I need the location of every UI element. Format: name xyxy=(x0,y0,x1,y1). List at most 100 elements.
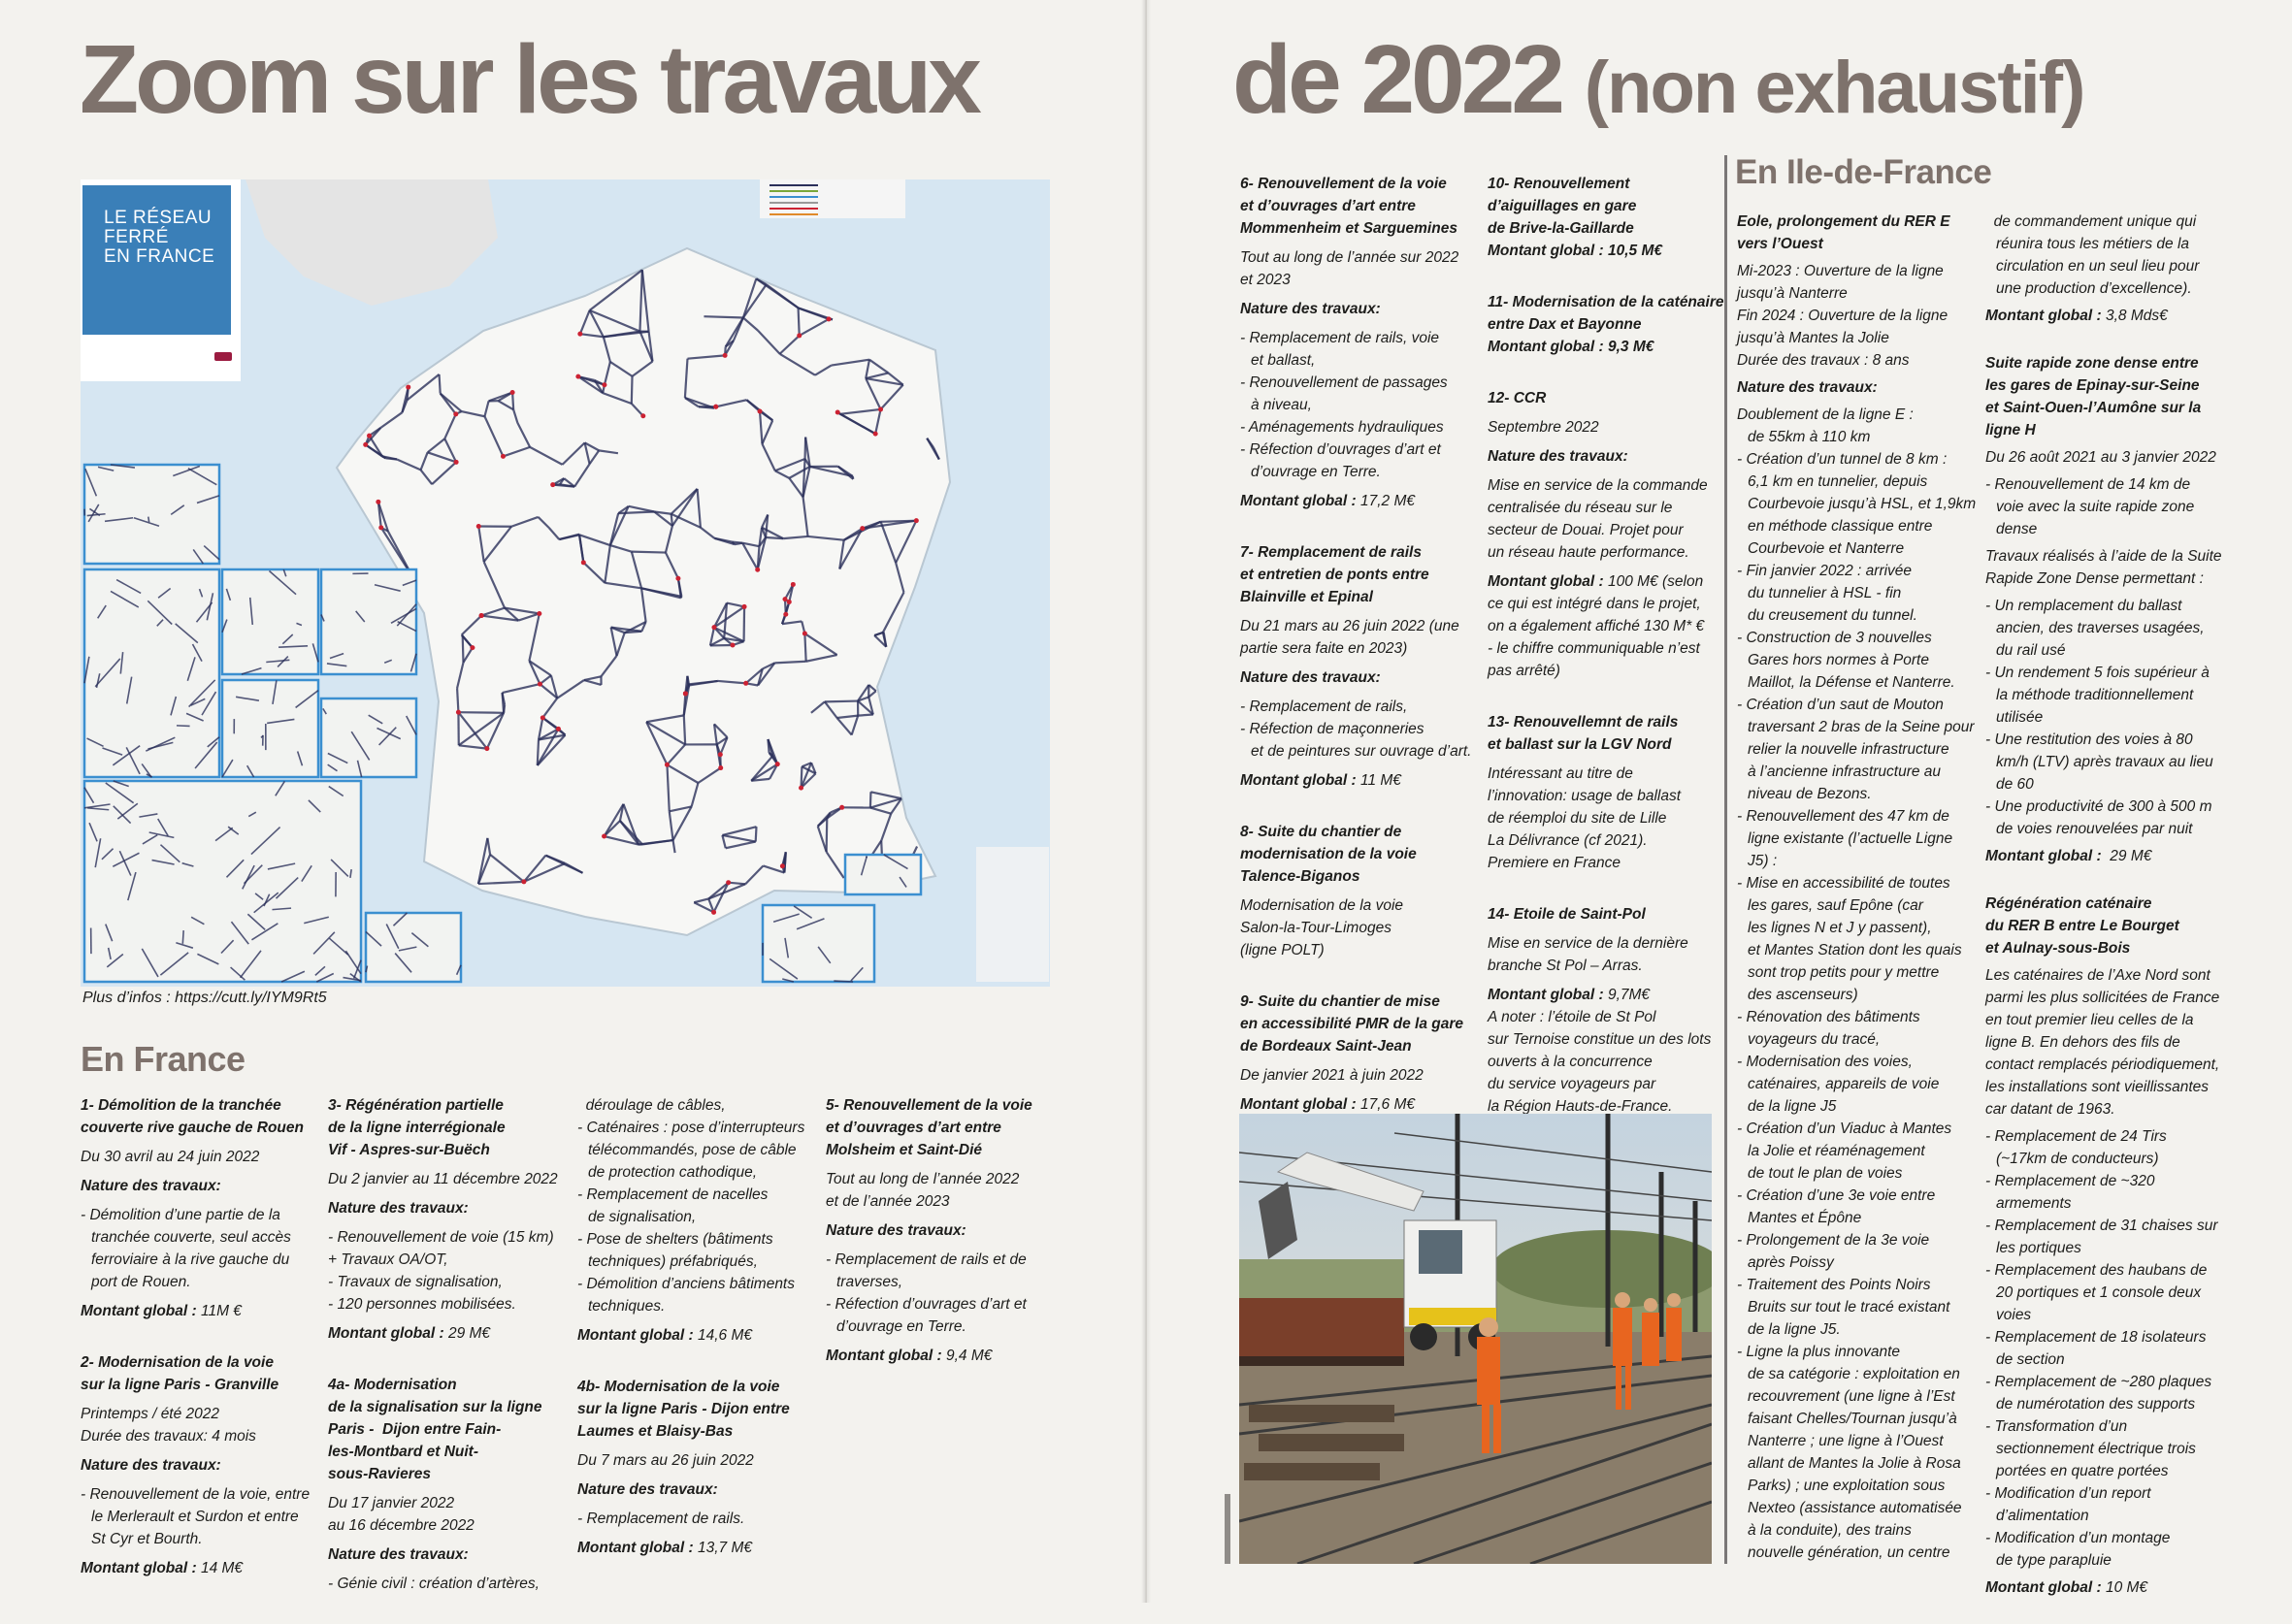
budget: Montant global : 9,4 M€ xyxy=(826,1345,1068,1367)
map-station-dot xyxy=(456,710,461,715)
map-rail-line xyxy=(704,316,742,317)
map-station-dot xyxy=(479,613,484,618)
works-nature-label: Nature des travaux: xyxy=(328,1197,571,1219)
list-item: - Réfection d’ouvrages d’art et d’ouvrag… xyxy=(1240,438,1483,483)
project-title: 4b- Modernisation de la voie sur la lign… xyxy=(577,1376,820,1443)
column-separator xyxy=(1724,155,1727,1564)
map-station-dot xyxy=(367,434,372,438)
map-rail-line xyxy=(799,308,800,336)
text-column: déroulage de câbles,- Caténaires : pose … xyxy=(577,1094,820,1588)
list-item: - Réfection de maçonneries et de peintur… xyxy=(1240,718,1483,763)
project-title: 10- Renouvellement d’aiguillages en gare… xyxy=(1488,173,1730,262)
budget: Montant global : 17,6 M€ xyxy=(1240,1093,1483,1116)
list-item: - Démolition d’une partie de la tranchée… xyxy=(81,1204,323,1293)
map-station-dot xyxy=(510,390,515,395)
budget-label: Montant global : xyxy=(826,1348,942,1364)
budget-label: Montant global : xyxy=(81,1560,197,1576)
list-item: - Transformation d’un sectionnement élec… xyxy=(1985,1415,2228,1482)
photo-edge-bar xyxy=(1225,1494,1230,1564)
project-text: Printemps / été 2022 Durée des travaux: … xyxy=(81,1403,323,1447)
list-item: - Modification d’un montage de type para… xyxy=(1985,1527,2228,1572)
map-rail-line xyxy=(632,376,633,404)
map-rail-line xyxy=(440,374,441,394)
project-text: Du 7 mars au 26 juin 2022 xyxy=(577,1449,820,1472)
project-text: Du 2 janvier au 11 décembre 2022 xyxy=(328,1168,571,1190)
works-nature-label: Nature des travaux: xyxy=(81,1175,323,1197)
budget: Montant global : 3,8 Mds€ xyxy=(1985,305,2228,327)
map-inset-line xyxy=(182,930,183,944)
budget: Montant global : 11M € xyxy=(81,1300,323,1322)
budget-value: 11M € xyxy=(197,1303,242,1319)
map-station-dot xyxy=(775,762,780,766)
budget: Montant global : 29 M€ xyxy=(1985,845,2228,867)
project-title: 14- Etoile de Saint-Pol xyxy=(1488,903,1730,926)
budget-value: 14 M€ xyxy=(197,1560,243,1576)
map-logo-text: LE RÉSEAU FERRÉ EN FRANCE xyxy=(104,209,214,267)
map-rail-line xyxy=(804,633,805,662)
text-column: 5- Renouvellement de la voie et d’ouvrag… xyxy=(826,1094,1068,1396)
project-text: Mise en service de la commande centralis… xyxy=(1488,474,1730,564)
list-item: - Remplacement de rails, xyxy=(1240,696,1483,718)
project-title: 5- Renouvellement de la voie et d’ouvrag… xyxy=(826,1094,1068,1161)
list-item: - Renouvellement de 14 km de voie avec l… xyxy=(1985,473,2228,540)
project-block: 6- Renouvellement de la voie et d’ouvrag… xyxy=(1240,173,1483,512)
project-block: Suite rapide zone dense entre les gares … xyxy=(1985,352,2228,867)
map-station-dot xyxy=(501,454,506,459)
list-item: - Génie civil : création d’artères, xyxy=(328,1573,571,1595)
project-block: 8- Suite du chantier de modernisation de… xyxy=(1240,821,1483,961)
project-title: 13- Renouvellemnt de rails et ballast su… xyxy=(1488,711,1730,756)
project-title: 7- Remplacement de rails et entretien de… xyxy=(1240,541,1483,608)
map-logo: LE RÉSEAU FERRÉ EN FRANCE xyxy=(81,179,241,381)
budget-value: 10 M€ xyxy=(2102,1579,2147,1596)
budget: Montant global : 10 M€ xyxy=(1985,1576,2228,1599)
works-list: - Remplacement de rails et de traverses,… xyxy=(826,1249,1068,1338)
map-station-dot xyxy=(731,642,736,647)
list-item: - Pose de shelters (bâtiments techniques… xyxy=(577,1228,820,1273)
map-station-dot xyxy=(726,880,731,885)
text-column: de commandement unique qui réunira tous … xyxy=(1985,206,2228,1624)
project-block: 4b- Modernisation de la voie sur la lign… xyxy=(577,1376,820,1559)
map-station-dot xyxy=(718,752,723,757)
map-station-dot xyxy=(783,612,788,617)
map-station-dot xyxy=(755,568,760,572)
map-inset-box xyxy=(321,569,416,674)
project-text: Du 30 avril au 24 juin 2022 xyxy=(81,1146,323,1168)
map-station-dot xyxy=(791,582,796,587)
map-station-dot xyxy=(476,524,481,529)
list-item: - Une productivité de 300 à 500 m de voi… xyxy=(1985,796,2228,840)
text-column: 6- Renouvellement de la voie et d’ouvrag… xyxy=(1240,173,1483,1145)
map-inset-box xyxy=(84,569,219,777)
project-title: Eole, prolongement du RER E vers l’Ouest xyxy=(1737,211,1980,255)
budget-label: Montant global : xyxy=(1985,1579,2102,1596)
map-france-outline xyxy=(337,248,950,935)
project-block: 10- Renouvellement d’aiguillages en gare… xyxy=(1488,173,1730,262)
map-caption-link[interactable]: Plus d’infos : https://cutt.ly/IYM9Rt5 xyxy=(82,990,327,1007)
map-station-dot xyxy=(537,611,541,616)
map-rail-line xyxy=(632,552,666,553)
map-station-dot xyxy=(454,460,459,465)
budget-value: 9,7M€ A noter : l’étoile de St Pol sur T… xyxy=(1488,987,1711,1115)
map-station-dot xyxy=(873,432,878,437)
project-text: - Renouvellement de voie (15 km) + Trava… xyxy=(328,1226,571,1315)
map-station-dot xyxy=(378,525,383,530)
budget-value: 29 M€ xyxy=(2102,848,2152,864)
project-text: Du 26 août 2021 au 3 janvier 2022 xyxy=(1985,446,2228,469)
project-text: Tout au long de l’année 2022 et de l’ann… xyxy=(826,1168,1068,1213)
project-title: 2- Modernisation de la voie sur la ligne… xyxy=(81,1351,323,1396)
map-station-dot xyxy=(711,910,716,915)
works-nature-label: Nature des travaux: xyxy=(577,1478,820,1501)
map-inset-box xyxy=(321,698,416,777)
works-list: - Remplacement de rails, voie et ballast… xyxy=(1240,327,1483,483)
budget-value: 9,4 M€ xyxy=(942,1348,993,1364)
project-block: 2- Modernisation de la voie sur la ligne… xyxy=(81,1351,323,1579)
map-station-dot xyxy=(723,353,728,358)
text-column: 1- Démolition de la tranchée couverte ri… xyxy=(81,1094,323,1608)
works-list: de commandement unique qui réunira tous … xyxy=(1985,211,2228,300)
map-station-dot xyxy=(538,682,542,687)
project-block: 4a- Modernisation de la signalisation su… xyxy=(328,1374,571,1595)
map-station-dot xyxy=(602,382,606,387)
list-item: - Aménagements hydrauliques xyxy=(1240,416,1483,438)
works-list: déroulage de câbles,- Caténaires : pose … xyxy=(577,1094,820,1317)
